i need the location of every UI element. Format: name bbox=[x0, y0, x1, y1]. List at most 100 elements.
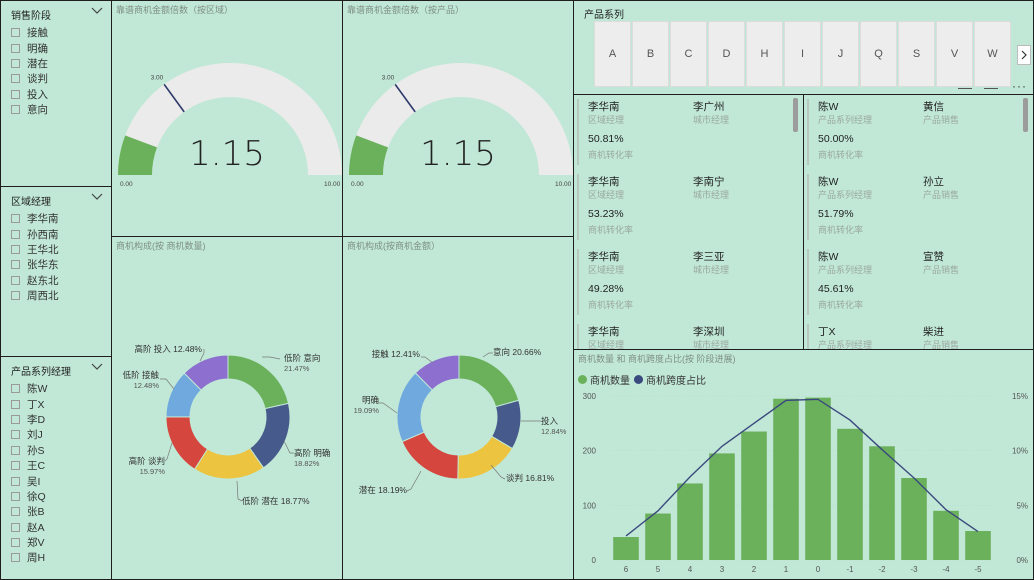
slicer-region-item[interactable]: 李华南 bbox=[11, 211, 111, 226]
kpi-card[interactable]: 丁X 产品系列经理 柴进 产品销售 bbox=[807, 324, 959, 349]
product-tab-s[interactable]: S bbox=[898, 21, 935, 87]
product-tab-d[interactable]: D bbox=[708, 21, 745, 87]
bar[interactable] bbox=[805, 397, 831, 560]
checkbox-icon[interactable] bbox=[11, 461, 20, 471]
checkbox-icon[interactable] bbox=[11, 229, 20, 239]
slicer-stage-item[interactable]: 投入 bbox=[11, 87, 111, 102]
checkbox-icon[interactable] bbox=[11, 28, 20, 38]
product-tab-w[interactable]: W bbox=[974, 21, 1011, 87]
chevron-down-icon[interactable] bbox=[91, 193, 103, 201]
kpi-card[interactable]: 李华南 区域经理 李南宁 城市经理 53.23% 商机转化率 bbox=[577, 174, 729, 240]
product-tab-h[interactable]: H bbox=[746, 21, 783, 87]
product-tab-c[interactable]: C bbox=[670, 21, 707, 87]
y-left-tick: 300 bbox=[583, 392, 597, 401]
chevron-down-icon[interactable] bbox=[91, 7, 103, 15]
bar[interactable] bbox=[869, 446, 895, 560]
slicer-stage-item[interactable]: 谈判 bbox=[11, 71, 111, 86]
legend-item-count[interactable]: 商机数量 bbox=[578, 372, 630, 387]
slicer-region-item[interactable]: 赵东北 bbox=[11, 273, 111, 288]
slicer-stage-item[interactable]: 意向 bbox=[11, 102, 111, 117]
bar[interactable] bbox=[741, 431, 767, 560]
checkbox-icon[interactable] bbox=[11, 291, 20, 301]
slicer-product-item[interactable]: 周H bbox=[11, 550, 111, 565]
focus-mode-icon[interactable] bbox=[984, 81, 998, 89]
bar[interactable] bbox=[677, 483, 703, 560]
slicer-product-item[interactable]: 王C bbox=[11, 458, 111, 473]
checkbox-icon[interactable] bbox=[11, 399, 20, 409]
bar[interactable] bbox=[901, 478, 927, 560]
bar[interactable] bbox=[709, 453, 735, 560]
bar[interactable] bbox=[837, 428, 863, 560]
bar[interactable] bbox=[933, 510, 959, 560]
slicer-product-item-label: 周H bbox=[27, 552, 46, 565]
checkbox-icon[interactable] bbox=[11, 445, 20, 455]
checkbox-icon[interactable] bbox=[11, 476, 20, 486]
checkbox-icon[interactable] bbox=[11, 538, 20, 548]
slicer-product-item[interactable]: 郑V bbox=[11, 535, 111, 550]
more-options-icon[interactable]: ··· bbox=[1012, 79, 1027, 93]
slicer-product-item[interactable]: 刘J bbox=[11, 427, 111, 442]
kpi-card[interactable]: 李华南 区域经理 李三亚 城市经理 49.28% 商机转化率 bbox=[577, 249, 729, 315]
checkbox-icon[interactable] bbox=[11, 58, 20, 68]
bar[interactable] bbox=[965, 531, 991, 560]
kpi-card[interactable]: 李华南 区域经理 李深圳 城市经理 bbox=[577, 324, 729, 349]
product-tab-q[interactable]: Q bbox=[860, 21, 897, 87]
checkbox-icon[interactable] bbox=[11, 522, 20, 532]
slicer-stage-item[interactable]: 明确 bbox=[11, 40, 111, 55]
slicer-region-item[interactable]: 王华北 bbox=[11, 242, 111, 257]
filter-icon[interactable] bbox=[958, 81, 972, 89]
slicer-stage-item[interactable]: 潜在 bbox=[11, 56, 111, 71]
product-tab-i[interactable]: I bbox=[784, 21, 821, 87]
slicer-product-item[interactable]: 陈W bbox=[11, 381, 111, 396]
chevron-down-icon[interactable] bbox=[91, 363, 103, 371]
checkbox-icon[interactable] bbox=[11, 553, 20, 563]
donut-slice[interactable] bbox=[414, 354, 460, 391]
slicer-product-item[interactable]: 赵A bbox=[11, 520, 111, 535]
bar[interactable] bbox=[645, 513, 671, 560]
donut-slice[interactable] bbox=[183, 354, 229, 391]
slicer-product-item[interactable]: 李D bbox=[11, 412, 111, 427]
checkbox-icon[interactable] bbox=[11, 105, 20, 115]
checkbox-icon[interactable] bbox=[11, 74, 20, 84]
product-tab-a[interactable]: A bbox=[594, 21, 631, 87]
checkbox-icon[interactable] bbox=[11, 430, 20, 440]
slicer-region-item[interactable]: 张华东 bbox=[11, 257, 111, 272]
kpi-card[interactable]: 陈W 产品系列经理 黄信 产品销售 50.00% 商机转化率 bbox=[807, 99, 959, 165]
checkbox-icon[interactable] bbox=[11, 214, 20, 224]
product-tab-v[interactable]: V bbox=[936, 21, 973, 87]
donut-slice[interactable] bbox=[458, 354, 520, 408]
slicer-product-item[interactable]: 徐Q bbox=[11, 489, 111, 504]
bar[interactable] bbox=[613, 537, 639, 560]
checkbox-icon[interactable] bbox=[11, 244, 20, 254]
checkbox-icon[interactable] bbox=[11, 414, 20, 424]
checkbox-icon[interactable] bbox=[11, 384, 20, 394]
scrollbar[interactable] bbox=[793, 98, 798, 132]
slicer-region-item[interactable]: 孙西南 bbox=[11, 226, 111, 241]
kpi-card[interactable]: 陈W 产品系列经理 宣赞 产品销售 45.61% 商机转化率 bbox=[807, 249, 959, 315]
donut-slice[interactable] bbox=[401, 431, 459, 480]
checkbox-icon[interactable] bbox=[11, 89, 20, 99]
sub-name: 柴进 bbox=[923, 326, 944, 338]
slicer-product-item[interactable]: 张B bbox=[11, 504, 111, 519]
slicer-product-item[interactable]: 孙S bbox=[11, 443, 111, 458]
bar[interactable] bbox=[773, 398, 799, 560]
checkbox-icon[interactable] bbox=[11, 260, 20, 270]
slicer-product-item[interactable]: 吴I bbox=[11, 473, 111, 488]
product-tab-j[interactable]: J bbox=[822, 21, 859, 87]
scrollbar[interactable] bbox=[1023, 98, 1028, 132]
slicer-product-item[interactable]: 丁X bbox=[11, 396, 111, 411]
kpi-card[interactable]: 李华南 区域经理 李广州 城市经理 50.81% 商机转化率 bbox=[577, 99, 729, 165]
checkbox-icon[interactable] bbox=[11, 507, 20, 517]
checkbox-icon[interactable] bbox=[11, 491, 20, 501]
kpi-card[interactable]: 陈W 产品系列经理 孙立 产品销售 51.79% 商机转化率 bbox=[807, 174, 959, 240]
product-tab-b[interactable]: B bbox=[632, 21, 669, 87]
slicer-region-item[interactable]: 周西北 bbox=[11, 288, 111, 303]
slicer-stage-item[interactable]: 接触 bbox=[11, 25, 111, 40]
checkbox-icon[interactable] bbox=[11, 43, 20, 53]
donut-leader-line bbox=[199, 349, 205, 362]
legend-item-ratio[interactable]: 商机跨度占比 bbox=[634, 372, 706, 387]
checkbox-icon[interactable] bbox=[11, 275, 20, 285]
donut-slice[interactable] bbox=[227, 354, 290, 410]
chevron-right-icon[interactable] bbox=[1017, 45, 1031, 65]
line-series[interactable] bbox=[625, 398, 979, 537]
